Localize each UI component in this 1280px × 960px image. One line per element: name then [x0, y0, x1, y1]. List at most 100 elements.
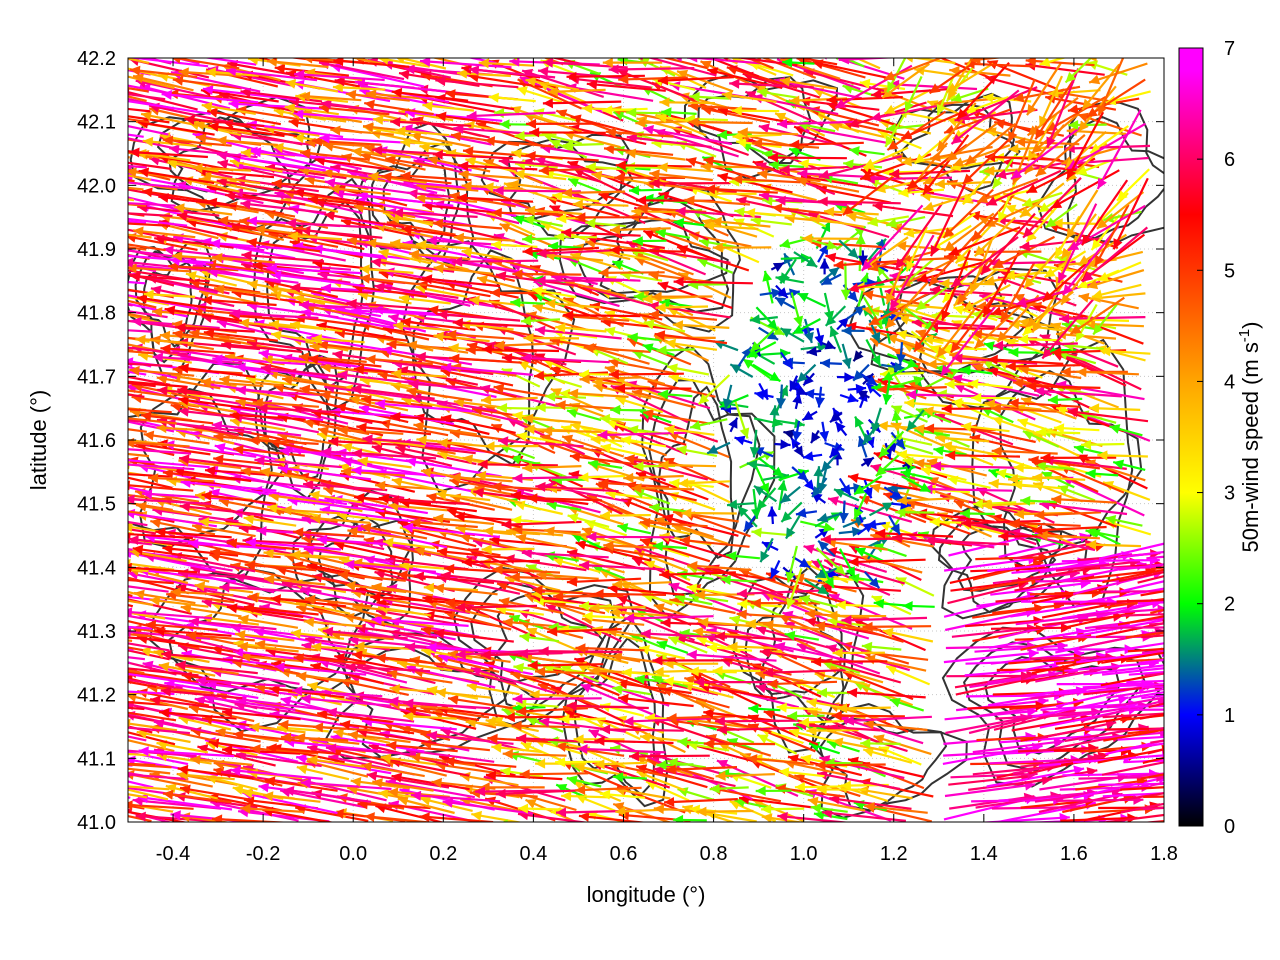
- wind-arrow: [459, 533, 524, 552]
- wind-arrow: [312, 722, 381, 733]
- wind-arrow: [1098, 782, 1164, 786]
- wind-arrow: [222, 745, 301, 756]
- wind-arrow: [1142, 806, 1164, 811]
- wind-arrow: [128, 669, 145, 675]
- wind-arrow: [356, 422, 432, 436]
- wind-arrow: [971, 392, 1017, 403]
- wind-arrow: [1101, 651, 1164, 664]
- wind-arrow: [1137, 601, 1164, 605]
- colorbar-tick-label: 4: [1224, 371, 1235, 393]
- wind-arrow: [552, 556, 601, 573]
- wind-arrow: [785, 514, 801, 540]
- wind-arrow: [263, 574, 326, 586]
- wind-arrow: [759, 537, 774, 563]
- wind-arrow: [616, 679, 692, 695]
- wind-arrow: [967, 379, 1013, 389]
- wind-arrow: [592, 377, 651, 389]
- colorbar-tick-label: 6: [1224, 149, 1235, 171]
- wind-arrow: [1028, 455, 1101, 470]
- wind-arrow: [862, 621, 932, 632]
- wind-arrow: [904, 398, 954, 409]
- wind-arrow: [461, 557, 540, 568]
- wind-arrow: [519, 769, 589, 780]
- wind-arrow: [132, 544, 209, 560]
- wind-arrow: [254, 455, 342, 469]
- wind-arrow: [177, 764, 254, 780]
- wind-arrow: [435, 687, 492, 699]
- wind-arrow: [763, 667, 846, 678]
- wind-arrow: [1008, 398, 1081, 409]
- wind-arrow: [386, 669, 453, 684]
- wind-arrow: [779, 485, 801, 504]
- wind-arrow: [847, 383, 867, 394]
- wind-arrow: [763, 619, 825, 631]
- wind-arrow: [567, 513, 610, 528]
- wind-arrow: [128, 780, 154, 789]
- terrain-contour: [1063, 115, 1164, 244]
- wind-arrow: [316, 535, 411, 547]
- wind-arrow: [391, 772, 470, 791]
- wind-arrow: [633, 488, 671, 505]
- wind-arrow: [810, 803, 848, 814]
- wind-arrow: [128, 656, 146, 661]
- wind-arrow: [440, 362, 533, 376]
- wind-arrow: [257, 403, 341, 414]
- wind-arrow: [1124, 708, 1164, 711]
- wind-arrow: [1123, 759, 1164, 764]
- wind-arrow: [794, 782, 842, 792]
- wind-arrow: [686, 649, 777, 662]
- wind-arrow: [281, 375, 347, 389]
- wind-arrow: [233, 444, 305, 457]
- wind-arrow: [262, 354, 322, 365]
- x-tick-label: 1.0: [790, 843, 818, 865]
- wind-arrow: [695, 58, 697, 59]
- wind-arrow: [450, 472, 513, 483]
- wind-arrow: [523, 413, 581, 424]
- terrain-contour: [401, 240, 576, 493]
- wind-arrow: [354, 641, 412, 652]
- wind-arrow: [290, 628, 345, 640]
- wind-arrow: [786, 568, 803, 610]
- wind-arrow: [511, 720, 580, 731]
- wind-arrow: [1147, 748, 1164, 755]
- wind-arrow: [666, 713, 736, 723]
- wind-arrow: [649, 503, 688, 513]
- wind-arrow: [698, 617, 757, 628]
- wind-arrow: [676, 445, 718, 457]
- wind-arrow: [612, 684, 652, 696]
- wind-arrow: [801, 410, 818, 422]
- wind-arrow: [566, 775, 602, 788]
- wind-arrow: [714, 716, 799, 727]
- wind-arrow: [128, 611, 166, 620]
- wind-arrow: [309, 490, 363, 504]
- wind-arrow: [248, 435, 319, 446]
- wind-arrow: [987, 366, 1065, 390]
- wind-arrow: [128, 763, 172, 769]
- wind-arrow: [128, 804, 145, 810]
- wind-arrow: [534, 666, 602, 677]
- x-tick-label: 1.4: [970, 843, 998, 865]
- wind-arrow: [1009, 518, 1081, 529]
- wind-arrow: [791, 385, 808, 396]
- wind-arrow: [211, 420, 302, 437]
- wind-arrow: [128, 726, 190, 735]
- colorbar-tick-label: 7: [1224, 38, 1235, 60]
- wind-arrow: [501, 819, 508, 822]
- wind-arrow: [128, 714, 155, 722]
- wind-arrow: [817, 512, 842, 523]
- wind-arrow: [128, 448, 192, 455]
- wind-arrow: [1120, 786, 1164, 791]
- wind-arrow: [570, 421, 621, 436]
- wind-arrow: [410, 517, 478, 529]
- wind-arrow: [810, 429, 821, 444]
- wind-arrow: [1119, 742, 1164, 752]
- wind-arrow: [128, 417, 177, 425]
- wind-arrow: [623, 716, 711, 727]
- wind-arrow: [854, 547, 885, 563]
- wind-arrow: [753, 463, 770, 495]
- wind-arrow: [753, 417, 783, 428]
- wind-arrow: [365, 354, 433, 366]
- wind-arrow: [578, 812, 649, 822]
- wind-arrow: [65, 411, 127, 422]
- wind-arrow: [1075, 704, 1164, 709]
